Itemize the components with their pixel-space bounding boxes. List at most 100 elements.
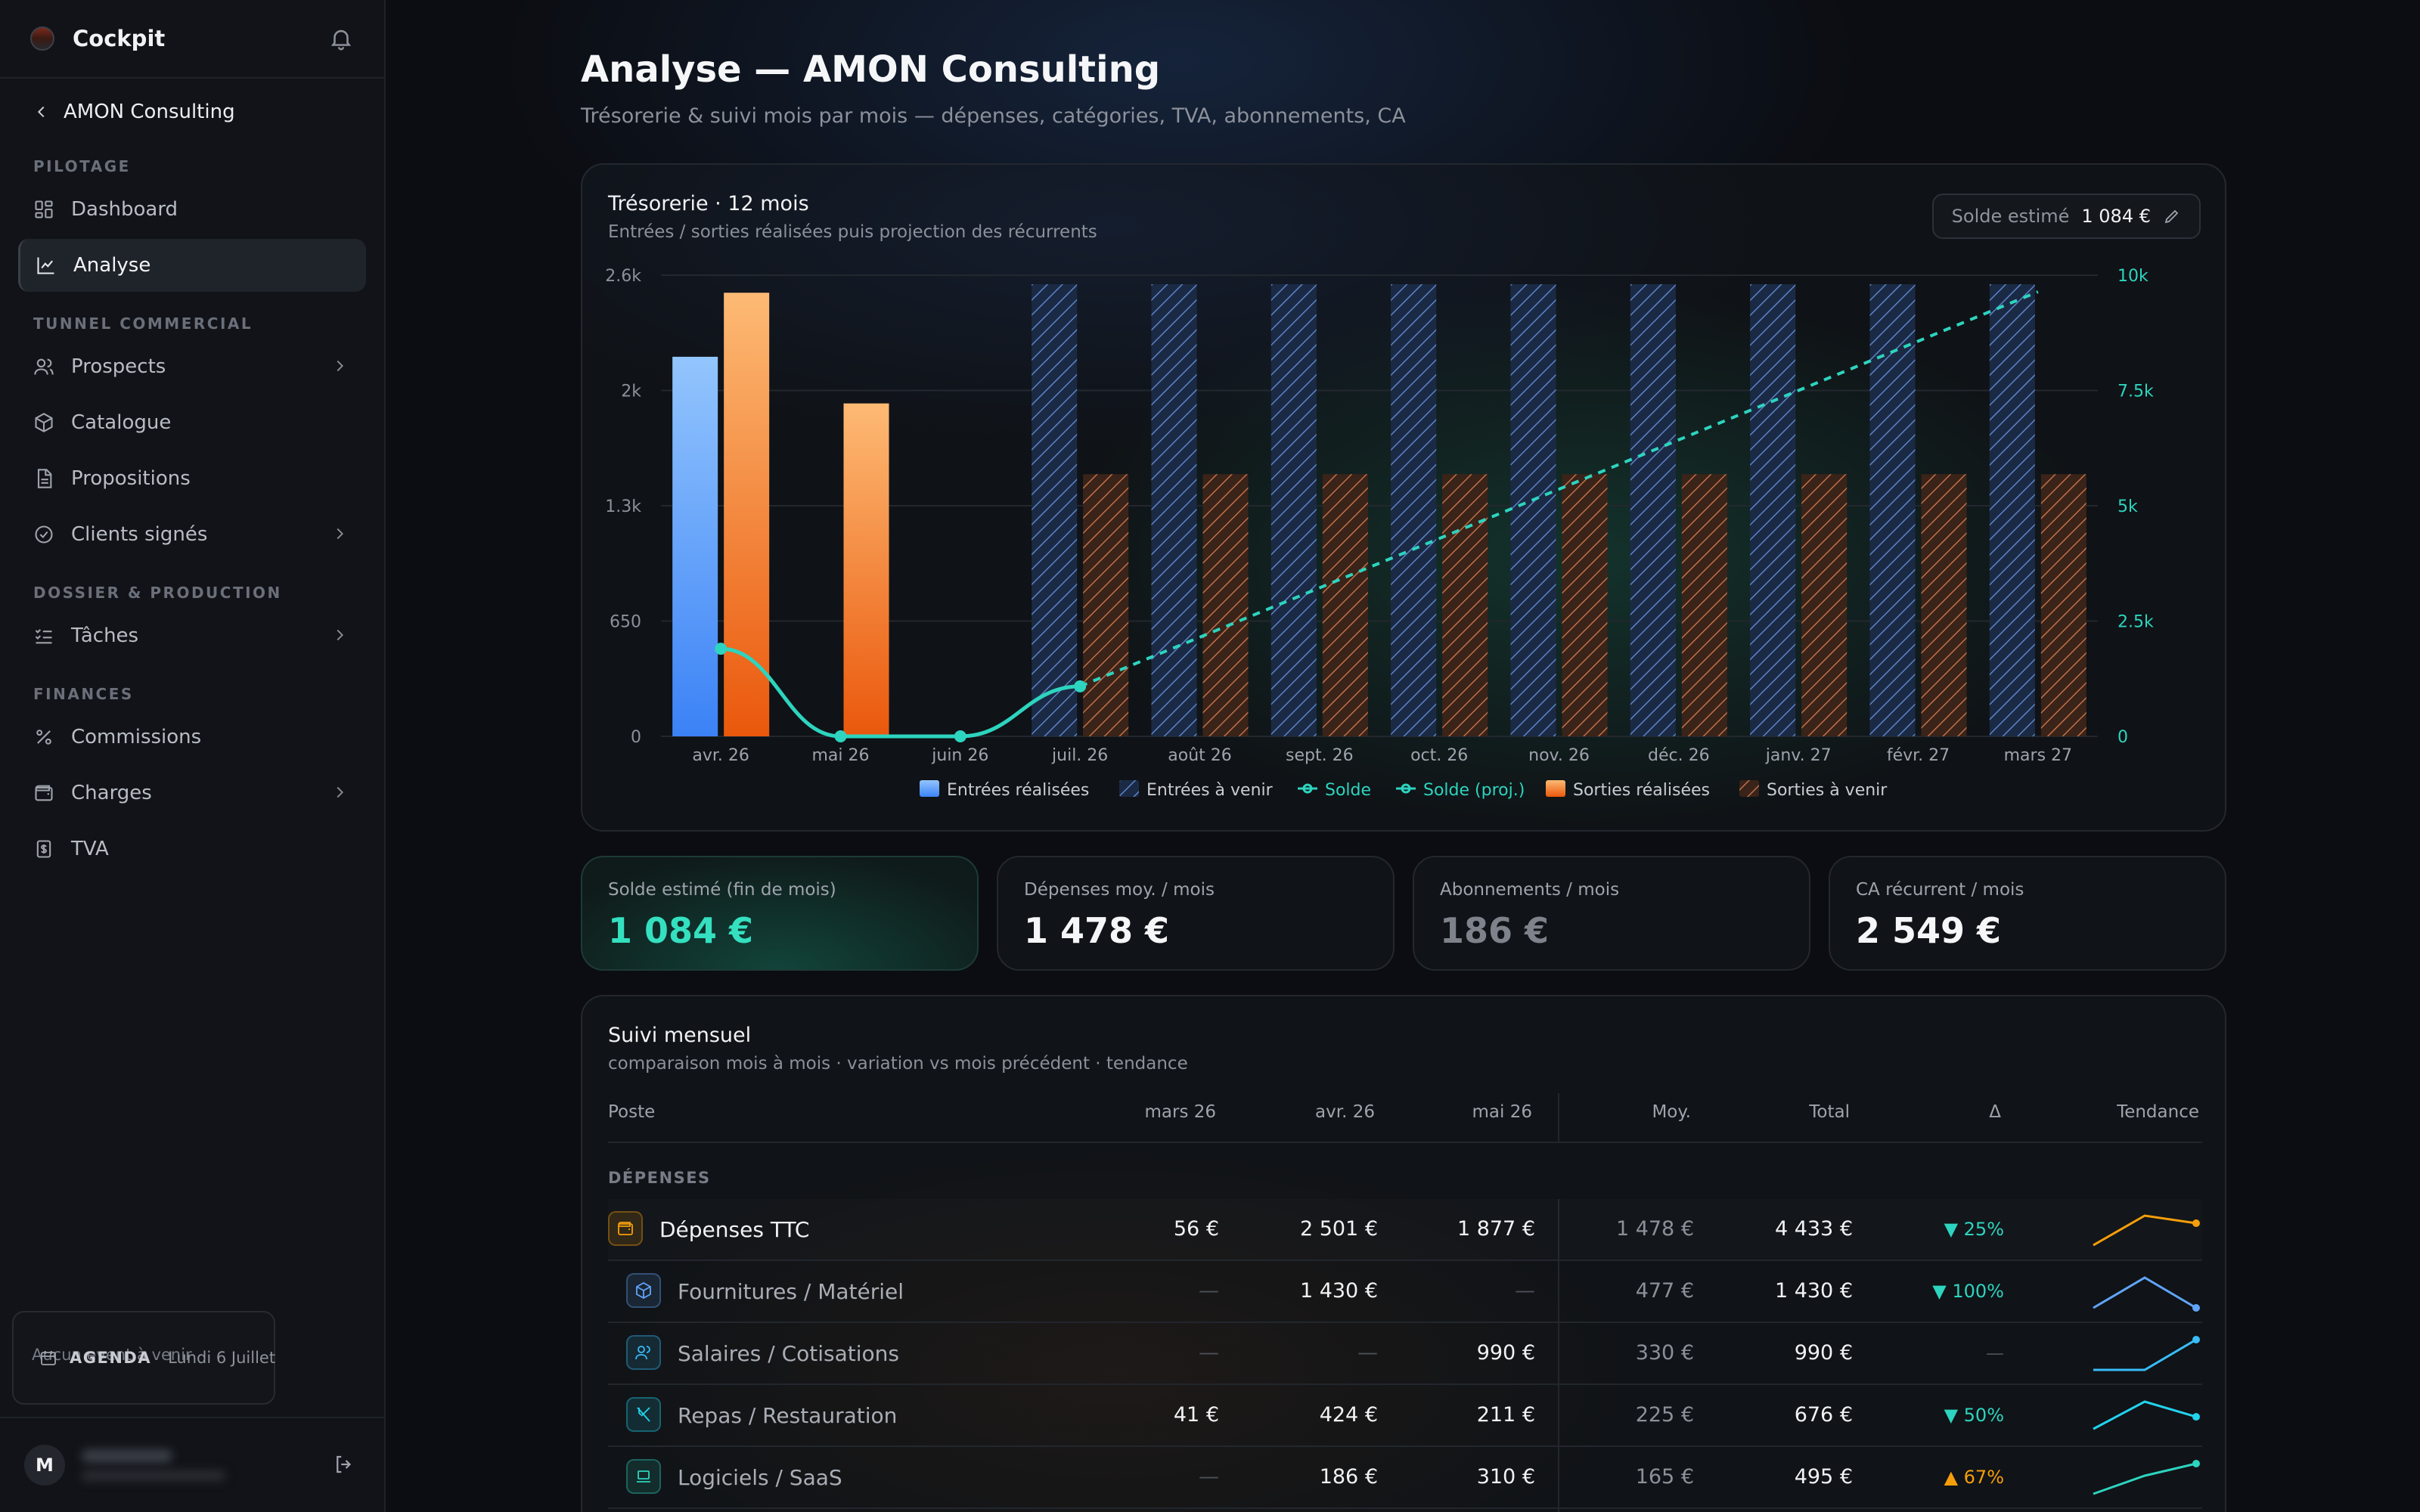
pencil-icon[interactable]: [2163, 207, 2181, 225]
sparkline-path: [2093, 1214, 2197, 1247]
table-title: Suivi mensuel: [608, 1024, 752, 1047]
bar-entrees-a-venir: [1391, 284, 1437, 736]
col-header-m2[interactable]: avr. 26: [1315, 1102, 1375, 1122]
delta-value: 100%: [1952, 1281, 2004, 1302]
x-tick-label: oct. 26: [1410, 746, 1468, 765]
brand-header: Cockpit: [0, 0, 384, 79]
stat-label: Solde estimé (fin de mois): [608, 880, 836, 900]
agenda-widget[interactable]: AGENDA Lundi 6 Juillet Aucun event à ven…: [12, 1311, 275, 1405]
column-divider: [1558, 1199, 1559, 1512]
sidebar-item-label: Tâches: [71, 624, 139, 647]
x-tick-label: févr. 27: [1887, 746, 1950, 765]
sidebar-item-dashboard[interactable]: Dashboard: [18, 183, 366, 236]
table-row[interactable]: Logiciels / SaaS — 186 € 310 € 165 € 495 € ▲ 6…: [608, 1447, 2202, 1507]
legend-label: Sorties à venir: [1767, 781, 1888, 800]
sparkline-dot: [2192, 1304, 2200, 1312]
stat-label: CA récurrent / mois: [1856, 880, 2024, 900]
table-row[interactable]: Repas / Restauration 41 € 424 € 211 € 225 € 6…: [608, 1385, 2202, 1445]
row-label: Repas / Restauration: [678, 1403, 898, 1428]
x-tick-label: nov. 26: [1528, 746, 1590, 765]
cell-m1: —: [1199, 1279, 1219, 1303]
grid-icon: [35, 200, 53, 218]
sidebar-item-tva[interactable]: TVA: [18, 823, 366, 875]
sidebar-item-commissions[interactable]: Commissions: [18, 711, 366, 764]
users-icon: [626, 1335, 661, 1370]
row-label: Dépenses TTC: [659, 1217, 810, 1242]
delta-value: —: [1986, 1343, 2004, 1364]
y-right-tick-label: 0: [2118, 728, 2128, 747]
col-header-m3[interactable]: mai 26: [1472, 1102, 1532, 1122]
user-bar: M: [0, 1417, 386, 1512]
sidebar-item-analyse[interactable]: Analyse: [18, 239, 366, 292]
sidebar-item-label: Clients signés: [71, 523, 208, 546]
box-icon: [626, 1273, 661, 1308]
y-left-tick-label: 2k: [621, 383, 641, 401]
legend-label: Solde (proj.): [1423, 781, 1525, 800]
solde-point: [834, 730, 847, 742]
row-divider: [608, 1445, 2202, 1447]
agenda-label: AGENDA: [70, 1349, 152, 1367]
sidebar-item-prospects[interactable]: Prospects: [18, 340, 366, 393]
trend-sparkline: [2093, 1336, 2200, 1371]
table-row[interactable]: Dépenses TTC 56 € 2 501 € 1 877 € 1 478 € 4 4…: [608, 1199, 2202, 1259]
logout-icon[interactable]: [333, 1453, 355, 1476]
section-tunnel: TUNNEL COMMERCIAL: [33, 314, 253, 333]
stat-card-ca: CA récurrent / mois 2 549 €: [1829, 856, 2226, 971]
cell-m2: —: [1357, 1341, 1378, 1365]
avatar[interactable]: M: [24, 1445, 65, 1486]
sidebar-item-charges[interactable]: Charges: [18, 767, 366, 820]
sparkline-dot: [2192, 1336, 2200, 1343]
stat-card-solde: Solde estimé (fin de mois) 1 084 €: [581, 856, 979, 971]
bar-entrees-a-venir: [1630, 284, 1676, 736]
solde-label: Solde estimé: [1951, 206, 2070, 227]
col-header-poste[interactable]: Poste: [608, 1102, 656, 1122]
table-subtitle: comparaison mois à mois · variation vs m…: [608, 1054, 1188, 1074]
bar-entrees-a-venir: [1151, 284, 1197, 736]
bell-icon[interactable]: [328, 26, 354, 51]
cell-delta: ▼ 25%: [1944, 1219, 2004, 1240]
sidebar-item-catalogue[interactable]: Catalogue: [18, 396, 366, 449]
table-row[interactable]: Fournitures / Matériel — 1 430 € — 477 € 1 43…: [608, 1261, 2202, 1321]
y-left-tick-label: 1.3k: [605, 497, 641, 516]
bar-sorties-a-venir: [1562, 474, 1608, 736]
trend-sparkline: [2093, 1214, 2200, 1247]
sparkline-dot: [2192, 1460, 2200, 1467]
table-row[interactable]: Salaires / Cotisations — — 990 € 330 € 990 € —: [608, 1323, 2202, 1383]
sidebar-item-propositions[interactable]: Propositions: [18, 452, 366, 505]
sidebar-item-taches[interactable]: Tâches: [18, 609, 366, 662]
cell-total: 495 €: [1794, 1465, 1853, 1489]
col-header-total[interactable]: Total: [1809, 1102, 1850, 1122]
solde-point: [954, 730, 966, 742]
stat-value: 186 €: [1440, 910, 1550, 951]
bar-entrees-realisees: [672, 356, 718, 736]
cell-delta: —: [1986, 1343, 2004, 1364]
cell-moy: 477 €: [1635, 1279, 1694, 1303]
chevron-right-icon: [337, 360, 343, 372]
cell-m3: 211 €: [1476, 1403, 1535, 1427]
chevron-right-icon: [337, 786, 343, 798]
back-to-client[interactable]: AMON Consulting: [0, 85, 384, 139]
bar-sorties-a-venir: [1921, 474, 1967, 736]
cell-m1: 56 €: [1173, 1217, 1219, 1241]
bar-sorties-realisees: [724, 293, 770, 736]
col-header-m1[interactable]: mars 26: [1144, 1102, 1216, 1122]
stat-value: 1 478 €: [1024, 910, 1170, 951]
solde-proj-line: [1079, 290, 2039, 688]
triangle-down-icon: ▼: [1944, 1405, 1964, 1426]
sidebar-item-label: TVA: [71, 838, 109, 860]
col-header-moy[interactable]: Moy.: [1652, 1102, 1691, 1122]
delta-value: 50%: [1963, 1405, 2004, 1426]
sparkline-dot: [2192, 1413, 2200, 1421]
sparkline-dot: [2192, 1219, 2200, 1227]
col-header-delta[interactable]: Δ: [1989, 1102, 2001, 1122]
legend-swatch: [1739, 780, 1759, 797]
sidebar-item-label: Commissions: [71, 726, 202, 748]
client-name: AMON Consulting: [64, 101, 235, 123]
x-tick-label: avr. 26: [692, 746, 749, 765]
sidebar-item-clients-signes[interactable]: Clients signés: [18, 508, 366, 561]
user-info-redacted: [82, 1449, 225, 1481]
sidebar-item-label: Prospects: [71, 355, 166, 378]
x-tick-label: déc. 26: [1648, 746, 1710, 765]
line-chart-icon: [37, 257, 54, 274]
solde-estime-chip[interactable]: Solde estimé 1 084 €: [1931, 194, 2201, 239]
